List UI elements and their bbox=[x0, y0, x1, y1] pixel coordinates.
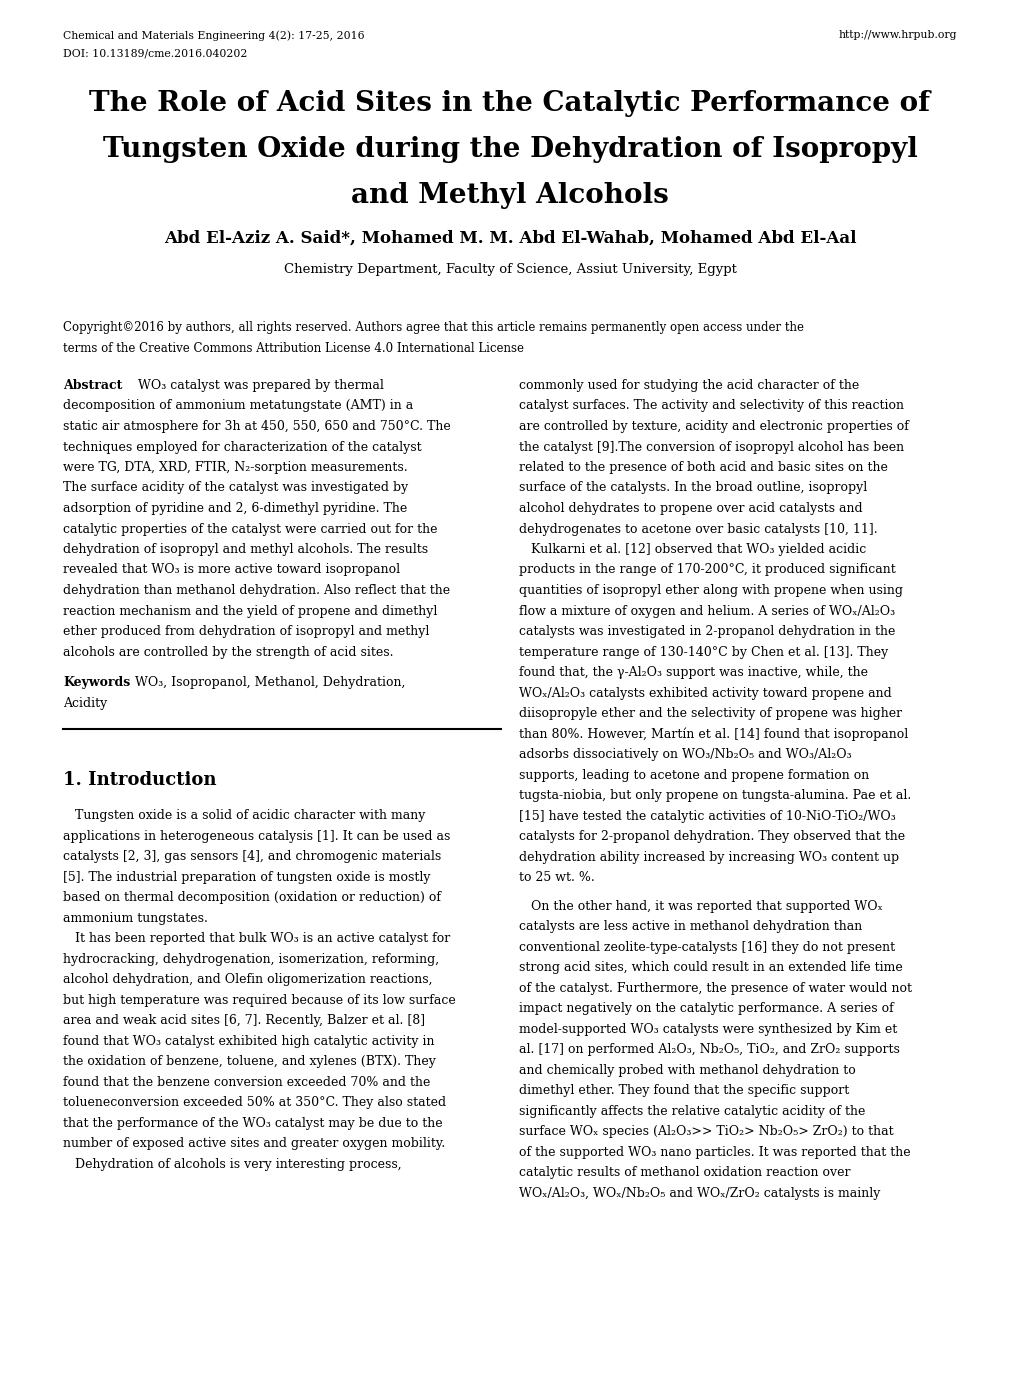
Text: but high temperature was required because of its low surface: but high temperature was required becaus… bbox=[63, 994, 455, 1006]
Text: found that the benzene conversion exceeded 70% and the: found that the benzene conversion exceed… bbox=[63, 1075, 430, 1088]
Text: catalysts was investigated in 2-propanol dehydration in the: catalysts was investigated in 2-propanol… bbox=[519, 626, 895, 638]
Text: WOₓ/Al₂O₃, WOₓ/Nb₂O₅ and WOₓ/ZrO₂ catalysts is mainly: WOₓ/Al₂O₃, WOₓ/Nb₂O₅ and WOₓ/ZrO₂ cataly… bbox=[519, 1186, 879, 1200]
Text: than 80%. However, Martín et al. [14] found that isopropanol: than 80%. However, Martín et al. [14] fo… bbox=[519, 728, 907, 740]
Text: conventional zeolite-type-catalysts [16] they do not present: conventional zeolite-type-catalysts [16]… bbox=[519, 941, 895, 954]
Text: techniques employed for characterization of the catalyst: techniques employed for characterization… bbox=[63, 440, 421, 454]
Text: It has been reported that bulk WO₃ is an active catalyst for: It has been reported that bulk WO₃ is an… bbox=[63, 931, 449, 945]
Text: dehydrogenates to acetone over basic catalysts [10, 11].: dehydrogenates to acetone over basic cat… bbox=[519, 523, 876, 536]
Text: the catalyst [9].The conversion of isopropyl alcohol has been: the catalyst [9].The conversion of isopr… bbox=[519, 440, 903, 454]
Text: and Methyl Alcohols: and Methyl Alcohols bbox=[351, 183, 668, 209]
Text: hydrocracking, dehydrogenation, isomerization, reforming,: hydrocracking, dehydrogenation, isomeriz… bbox=[63, 952, 439, 966]
Text: http://www.hrpub.org: http://www.hrpub.org bbox=[838, 30, 956, 40]
Text: tugsta-niobia, but only propene on tungsta-alumina. Pae et al.: tugsta-niobia, but only propene on tungs… bbox=[519, 789, 910, 801]
Text: 1. Introduction: 1. Introduction bbox=[63, 771, 216, 789]
Text: revealed that WO₃ is more active toward isopropanol: revealed that WO₃ is more active toward … bbox=[63, 563, 399, 577]
Text: [15] have tested the catalytic activities of 10-NiO-TiO₂/WO₃: [15] have tested the catalytic activitie… bbox=[519, 810, 895, 822]
Text: Tungsten Oxide during the Dehydration of Isopropyl: Tungsten Oxide during the Dehydration of… bbox=[103, 136, 916, 163]
Text: Kulkarni et al. [12] observed that WO₃ yielded acidic: Kulkarni et al. [12] observed that WO₃ y… bbox=[519, 543, 865, 556]
Text: DOI: 10.13189/cme.2016.040202: DOI: 10.13189/cme.2016.040202 bbox=[63, 48, 248, 60]
Text: Abd El-Aziz A. Said*, Mohamed M. M. Abd El-Wahab, Mohamed Abd El-Aal: Abd El-Aziz A. Said*, Mohamed M. M. Abd … bbox=[164, 230, 855, 246]
Text: Keywords: Keywords bbox=[63, 675, 130, 689]
Text: dehydration ability increased by increasing WO₃ content up: dehydration ability increased by increas… bbox=[519, 851, 898, 864]
Text: static air atmosphere for 3h at 450, 550, 650 and 750°C. The: static air atmosphere for 3h at 450, 550… bbox=[63, 419, 450, 433]
Text: alcohol dehydration, and Olefin oligomerization reactions,: alcohol dehydration, and Olefin oligomer… bbox=[63, 973, 432, 985]
Text: adsorption of pyridine and 2, 6-dimethyl pyridine. The: adsorption of pyridine and 2, 6-dimethyl… bbox=[63, 502, 407, 515]
Text: impact negatively on the catalytic performance. A series of: impact negatively on the catalytic perfo… bbox=[519, 1002, 893, 1014]
Text: The surface acidity of the catalyst was investigated by: The surface acidity of the catalyst was … bbox=[63, 482, 408, 494]
Text: Tungsten oxide is a solid of acidic character with many: Tungsten oxide is a solid of acidic char… bbox=[63, 810, 425, 822]
Text: surface of the catalysts. In the broad outline, isopropyl: surface of the catalysts. In the broad o… bbox=[519, 482, 866, 494]
Text: applications in heterogeneous catalysis [1]. It can be used as: applications in heterogeneous catalysis … bbox=[63, 829, 450, 843]
Text: Acidity: Acidity bbox=[63, 696, 107, 710]
Text: terms of the Creative Commons Attribution License 4.0 International License: terms of the Creative Commons Attributio… bbox=[63, 342, 524, 354]
Text: al. [17] on performed Al₂O₃, Nb₂O₅, TiO₂, and ZrO₂ supports: al. [17] on performed Al₂O₃, Nb₂O₅, TiO₂… bbox=[519, 1044, 899, 1056]
Text: alcohols are controlled by the strength of acid sites.: alcohols are controlled by the strength … bbox=[63, 645, 393, 659]
Text: ammonium tungstates.: ammonium tungstates. bbox=[63, 912, 208, 925]
Text: catalysts for 2-propanol dehydration. They observed that the: catalysts for 2-propanol dehydration. Th… bbox=[519, 830, 904, 843]
Text: catalysts are less active in methanol dehydration than: catalysts are less active in methanol de… bbox=[519, 920, 861, 933]
Text: WOₓ/Al₂O₃ catalysts exhibited activity toward propene and: WOₓ/Al₂O₃ catalysts exhibited activity t… bbox=[519, 686, 891, 699]
Text: catalytic results of methanol oxidation reaction over: catalytic results of methanol oxidation … bbox=[519, 1165, 850, 1179]
Text: WO₃ catalyst was prepared by thermal: WO₃ catalyst was prepared by thermal bbox=[126, 379, 383, 392]
Text: model-supported WO₃ catalysts were synthesized by Kim et: model-supported WO₃ catalysts were synth… bbox=[519, 1023, 897, 1035]
Text: dehydration of isopropyl and methyl alcohols. The results: dehydration of isopropyl and methyl alco… bbox=[63, 543, 428, 556]
Text: area and weak acid sites [6, 7]. Recently, Balzer et al. [8]: area and weak acid sites [6, 7]. Recentl… bbox=[63, 1014, 425, 1027]
Text: found that WO₃ catalyst exhibited high catalytic activity in: found that WO₃ catalyst exhibited high c… bbox=[63, 1034, 434, 1048]
Text: catalysts [2, 3], gas sensors [4], and chromogenic materials: catalysts [2, 3], gas sensors [4], and c… bbox=[63, 850, 441, 864]
Text: flow a mixture of oxygen and helium. A series of WOₓ/Al₂O₃: flow a mixture of oxygen and helium. A s… bbox=[519, 605, 895, 617]
Text: quantities of isopropyl ether along with propene when using: quantities of isopropyl ether along with… bbox=[519, 584, 902, 597]
Text: commonly used for studying the acid character of the: commonly used for studying the acid char… bbox=[519, 379, 858, 392]
Text: alcohol dehydrates to propene over acid catalysts and: alcohol dehydrates to propene over acid … bbox=[519, 502, 862, 515]
Text: dehydration than methanol dehydration. Also reflect that the: dehydration than methanol dehydration. A… bbox=[63, 584, 449, 597]
Text: and chemically probed with methanol dehydration to: and chemically probed with methanol dehy… bbox=[519, 1063, 855, 1077]
Text: Chemistry Department, Faculty of Science, Assiut University, Egypt: Chemistry Department, Faculty of Science… bbox=[283, 263, 736, 275]
Text: surface WOₓ species (Al₂O₃>> TiO₂> Nb₂O₅> ZrO₂) to that: surface WOₓ species (Al₂O₃>> TiO₂> Nb₂O₅… bbox=[519, 1125, 893, 1138]
Text: products in the range of 170-200°C, it produced significant: products in the range of 170-200°C, it p… bbox=[519, 563, 895, 577]
Text: The Role of Acid Sites in the Catalytic Performance of: The Role of Acid Sites in the Catalytic … bbox=[90, 90, 929, 118]
Text: Dehydration of alcohols is very interesting process,: Dehydration of alcohols is very interest… bbox=[63, 1157, 401, 1171]
Text: Abstract: Abstract bbox=[63, 379, 122, 392]
Text: Chemical and Materials Engineering 4(2): 17-25, 2016: Chemical and Materials Engineering 4(2):… bbox=[63, 30, 364, 40]
Text: catalyst surfaces. The activity and selectivity of this reaction: catalyst surfaces. The activity and sele… bbox=[519, 400, 903, 412]
Text: [5]. The industrial preparation of tungsten oxide is mostly: [5]. The industrial preparation of tungs… bbox=[63, 871, 430, 883]
Text: related to the presence of both acid and basic sites on the: related to the presence of both acid and… bbox=[519, 461, 887, 473]
Text: the oxidation of benzene, toluene, and xylenes (BTX). They: the oxidation of benzene, toluene, and x… bbox=[63, 1055, 435, 1068]
Text: number of exposed active sites and greater oxygen mobility.: number of exposed active sites and great… bbox=[63, 1138, 445, 1150]
Text: strong acid sites, which could result in an extended life time: strong acid sites, which could result in… bbox=[519, 960, 902, 974]
Text: to 25 wt. %.: to 25 wt. %. bbox=[519, 871, 594, 884]
Text: significantly affects the relative catalytic acidity of the: significantly affects the relative catal… bbox=[519, 1104, 864, 1117]
Text: dimethyl ether. They found that the specific support: dimethyl ether. They found that the spec… bbox=[519, 1084, 849, 1098]
Text: WO₃, Isopropanol, Methanol, Dehydration,: WO₃, Isopropanol, Methanol, Dehydration, bbox=[135, 675, 405, 689]
Text: based on thermal decomposition (oxidation or reduction) of: based on thermal decomposition (oxidatio… bbox=[63, 891, 440, 904]
Text: found that, the γ-Al₂O₃ support was inactive, while, the: found that, the γ-Al₂O₃ support was inac… bbox=[519, 666, 867, 680]
Text: adsorbs dissociatively on WO₃/Nb₂O₅ and WO₃/Al₂O₃: adsorbs dissociatively on WO₃/Nb₂O₅ and … bbox=[519, 747, 851, 761]
Text: that the performance of the WO₃ catalyst may be due to the: that the performance of the WO₃ catalyst… bbox=[63, 1117, 442, 1129]
Text: of the supported WO₃ nano particles. It was reported that the: of the supported WO₃ nano particles. It … bbox=[519, 1146, 910, 1158]
Text: supports, leading to acetone and propene formation on: supports, leading to acetone and propene… bbox=[519, 768, 868, 782]
Text: diisopropyle ether and the selectivity of propene was higher: diisopropyle ether and the selectivity o… bbox=[519, 707, 901, 720]
Text: ether produced from dehydration of isopropyl and methyl: ether produced from dehydration of isopr… bbox=[63, 626, 429, 638]
Text: Copyright©2016 by authors, all rights reserved. Authors agree that this article : Copyright©2016 by authors, all rights re… bbox=[63, 321, 803, 334]
Text: On the other hand, it was reported that supported WOₓ: On the other hand, it was reported that … bbox=[519, 900, 882, 912]
Text: temperature range of 130-140°C by Chen et al. [13]. They: temperature range of 130-140°C by Chen e… bbox=[519, 645, 888, 659]
Text: catalytic properties of the catalyst were carried out for the: catalytic properties of the catalyst wer… bbox=[63, 523, 437, 536]
Text: were TG, DTA, XRD, FTIR, N₂-sorption measurements.: were TG, DTA, XRD, FTIR, N₂-sorption mea… bbox=[63, 461, 408, 473]
Text: reaction mechanism and the yield of propene and dimethyl: reaction mechanism and the yield of prop… bbox=[63, 605, 437, 617]
Text: tolueneconversion exceeded 50% at 350°C. They also stated: tolueneconversion exceeded 50% at 350°C.… bbox=[63, 1096, 445, 1109]
Text: decomposition of ammonium metatungstate (AMT) in a: decomposition of ammonium metatungstate … bbox=[63, 400, 413, 412]
Text: of the catalyst. Furthermore, the presence of water would not: of the catalyst. Furthermore, the presen… bbox=[519, 981, 911, 995]
Text: are controlled by texture, acidity and electronic properties of: are controlled by texture, acidity and e… bbox=[519, 419, 908, 433]
